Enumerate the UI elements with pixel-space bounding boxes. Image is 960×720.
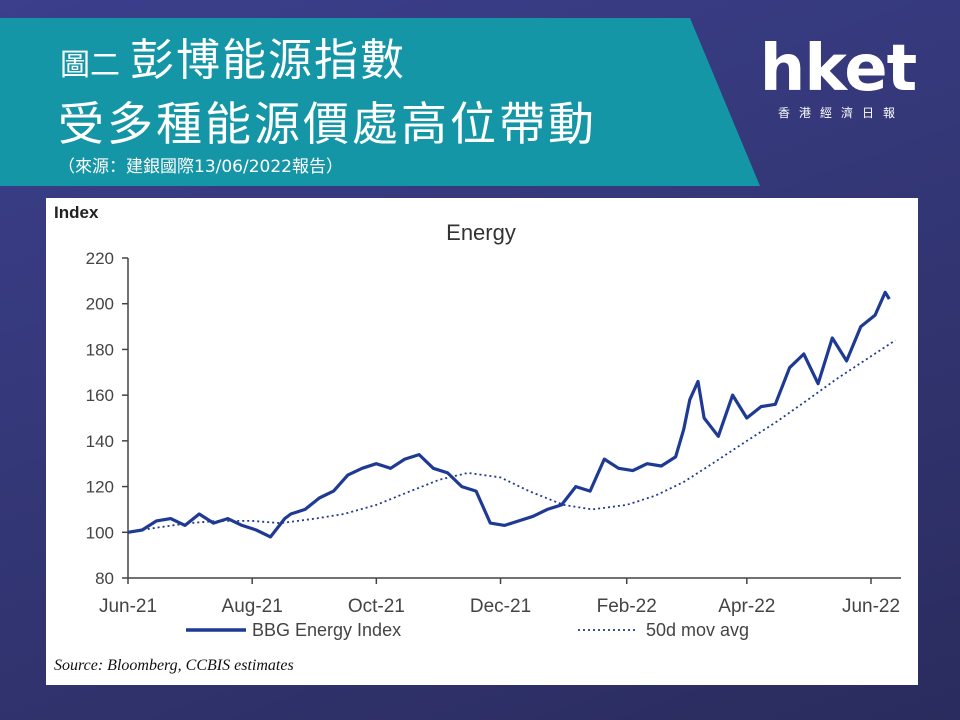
logo-word: hket (759, 32, 917, 106)
series-line-bbg-energy-index (127, 290, 891, 539)
source-note: （來源：建銀國際13/06/2022報告） (58, 157, 343, 177)
y-axis-label: Index (54, 203, 99, 222)
title-prefix: 圖二 (60, 48, 120, 83)
title-line-2: 受多種能源價處高位帶動 (58, 97, 597, 151)
series-line-50d-mov-avg (127, 339, 896, 534)
x-tick-label: Oct-21 (348, 596, 405, 617)
title-line-1: 圖二 彭博能源指數 (60, 24, 406, 88)
x-tick-label: Dec-21 (470, 596, 531, 617)
x-tick-label: Aug-21 (222, 596, 283, 617)
title-banner (0, 18, 760, 186)
y-tick-label: 80 (95, 569, 114, 588)
legend-label-bbg-energy-index: BBG Energy Index (252, 620, 401, 640)
y-tick-label: 180 (86, 340, 114, 359)
series-lines (127, 290, 896, 539)
chart-title: Energy (446, 220, 516, 245)
chart-source: Source: Bloomberg, CCBIS estimates (54, 657, 294, 674)
chart-panel: Index Energy 80 100 120 140 160 180 200 220 Jun-… (46, 198, 918, 685)
x-tick-label: Apr-22 (718, 596, 775, 617)
energy-chart: Index Energy 80 100 120 140 160 180 200 220 Jun-… (54, 203, 901, 674)
x-tick-label: Feb-22 (597, 596, 657, 617)
y-tick-label: 100 (86, 523, 114, 542)
legend: BBG Energy Index 50d mov avg (186, 620, 749, 640)
x-tick-label: Jun-21 (99, 596, 157, 617)
title-main: 彭博能源指數 (130, 35, 406, 86)
y-tick-label: 160 (86, 386, 114, 405)
x-tick-label: Jun-22 (842, 596, 900, 617)
y-tick-label: 220 (86, 249, 114, 268)
y-tick-label: 200 (86, 295, 114, 314)
y-tick-label: 120 (86, 478, 114, 497)
hket-logo: hket 香港經濟日報 (758, 32, 918, 121)
legend-label-50d-mov-avg: 50d mov avg (646, 620, 749, 640)
logo-subtitle: 香港經濟日報 (777, 106, 904, 120)
y-tick-label: 140 (86, 432, 114, 451)
axes: 80 100 120 140 160 180 200 220 Jun-21 Aug-21 Oct-2… (86, 249, 901, 617)
